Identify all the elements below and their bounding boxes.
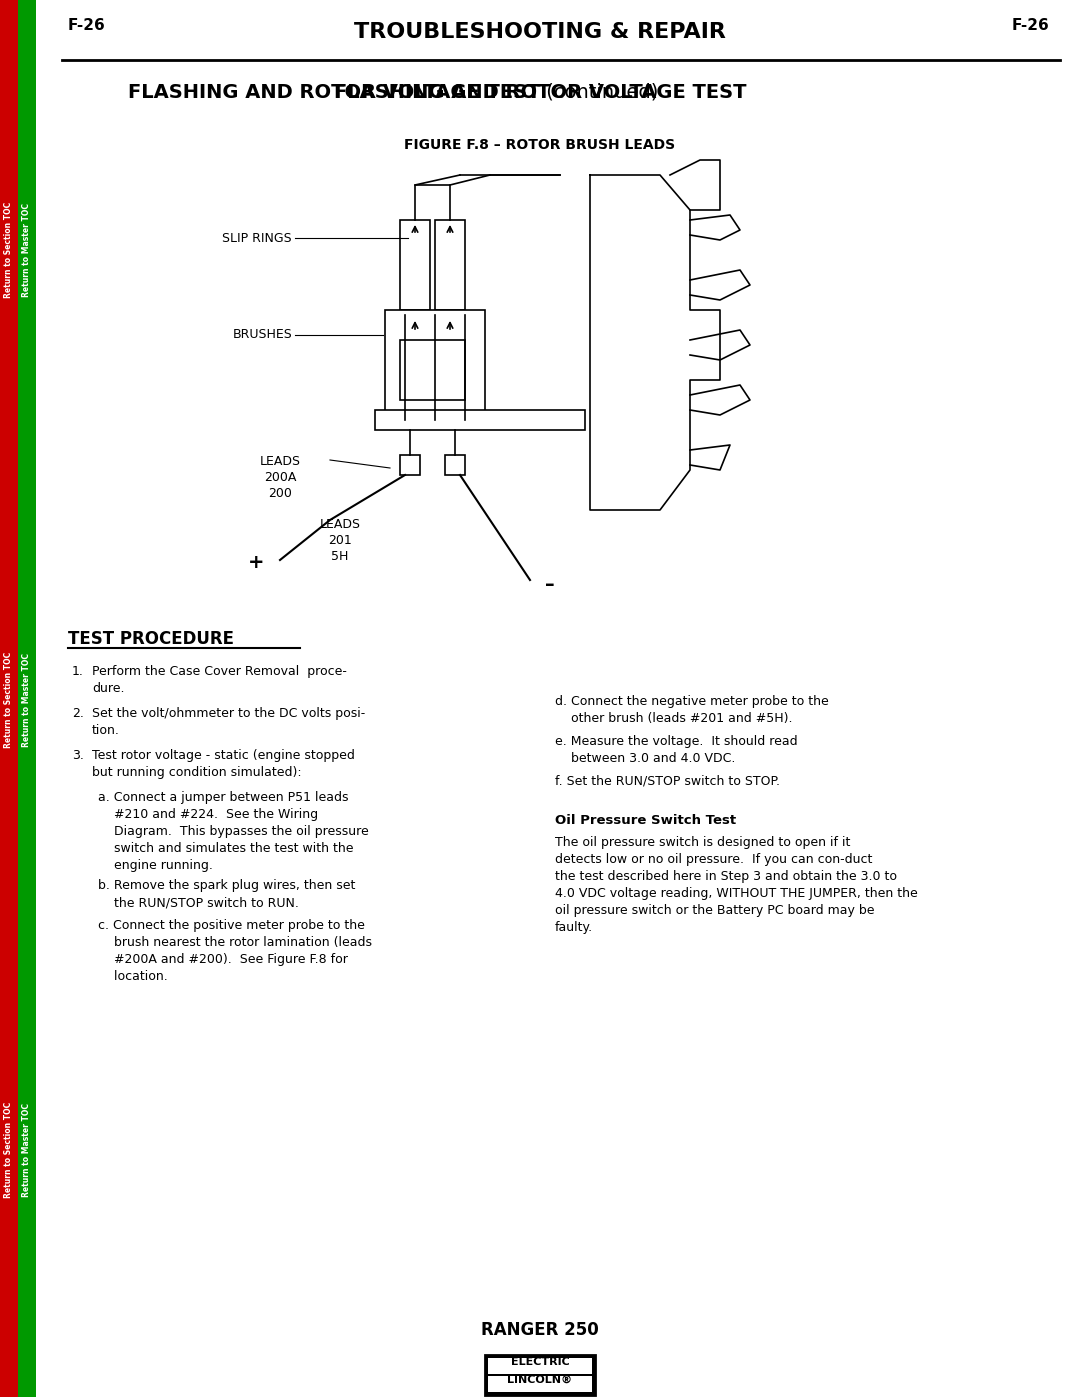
Text: SLIP RINGS: SLIP RINGS (222, 232, 292, 244)
Text: LEADS
200A
200: LEADS 200A 200 (259, 455, 300, 500)
Text: RANGER 250: RANGER 250 (481, 1322, 599, 1338)
Bar (0, 0, 18, 1397)
Text: FLASHING AND ROTOR VOLTAGE TEST: FLASHING AND ROTOR VOLTAGE TEST (334, 82, 746, 102)
Text: c. Connect the positive meter probe to the
    brush nearest the rotor laminatio: c. Connect the positive meter probe to t… (98, 919, 372, 983)
Text: F-26: F-26 (1012, 18, 1050, 34)
Text: Perform the Case Cover Removal  proce-
dure.: Perform the Case Cover Removal proce- du… (92, 665, 347, 694)
Text: FIGURE F.8 – ROTOR BRUSH LEADS: FIGURE F.8 – ROTOR BRUSH LEADS (404, 138, 676, 152)
Text: Set the volt/ohmmeter to the DC volts posi-
tion.: Set the volt/ohmmeter to the DC volts po… (92, 707, 365, 738)
Bar (18, 0, 36, 1397)
Text: b. Remove the spark plug wires, then set
    the RUN/STOP switch to RUN.: b. Remove the spark plug wires, then set… (98, 879, 355, 909)
Bar (384, 310, 485, 420)
Bar (488, 1376, 592, 1391)
Bar (435, 219, 465, 310)
Text: 2.: 2. (72, 707, 84, 719)
Text: Return to Section TOC: Return to Section TOC (4, 652, 14, 749)
Text: d. Connect the negative meter probe to the
    other brush (leads #201 and #5H).: d. Connect the negative meter probe to t… (555, 694, 828, 725)
Text: LINCOLN®: LINCOLN® (508, 1375, 572, 1384)
Text: ELECTRIC: ELECTRIC (511, 1356, 569, 1368)
Text: –: – (545, 576, 555, 594)
Text: FLASHING AND ROTOR VOLTAGE TEST: FLASHING AND ROTOR VOLTAGE TEST (127, 82, 540, 102)
Bar (485, 1355, 595, 1396)
Text: 3.: 3. (72, 749, 84, 761)
Bar (400, 219, 430, 310)
Bar (445, 455, 465, 475)
Text: F-26: F-26 (68, 18, 106, 34)
Text: +: + (248, 553, 265, 571)
Text: Return to Master TOC: Return to Master TOC (23, 203, 31, 298)
Bar (400, 339, 465, 400)
Text: f. Set the RUN/STOP switch to STOP.: f. Set the RUN/STOP switch to STOP. (555, 775, 780, 788)
Text: The oil pressure switch is designed to open if it
detects low or no oil pressure: The oil pressure switch is designed to o… (555, 835, 918, 935)
Bar (375, 409, 585, 430)
Text: TROUBLESHOOTING & REPAIR: TROUBLESHOOTING & REPAIR (354, 22, 726, 42)
Text: TEST PROCEDURE: TEST PROCEDURE (68, 630, 234, 648)
Bar (488, 1358, 592, 1375)
Text: a. Connect a jumper between P51 leads
    #210 and #224.  See the Wiring
    Dia: a. Connect a jumper between P51 leads #2… (98, 791, 368, 872)
Bar (400, 455, 420, 475)
Text: (continued): (continued) (540, 82, 659, 102)
Text: e. Measure the voltage.  It should read
    between 3.0 and 4.0 VDC.: e. Measure the voltage. It should read b… (555, 735, 798, 766)
Text: 1.: 1. (72, 665, 84, 678)
Text: Return to Master TOC: Return to Master TOC (23, 1104, 31, 1197)
Text: Return to Master TOC: Return to Master TOC (23, 652, 31, 747)
Text: LEADS
201
5H: LEADS 201 5H (320, 518, 361, 563)
Text: Oil Pressure Switch Test: Oil Pressure Switch Test (555, 814, 737, 827)
Text: BRUSHES: BRUSHES (232, 328, 292, 341)
Text: Return to Section TOC: Return to Section TOC (4, 1102, 14, 1199)
Text: Return to Section TOC: Return to Section TOC (4, 203, 14, 298)
Text: Test rotor voltage - static (engine stopped
but running condition simulated):: Test rotor voltage - static (engine stop… (92, 749, 355, 780)
